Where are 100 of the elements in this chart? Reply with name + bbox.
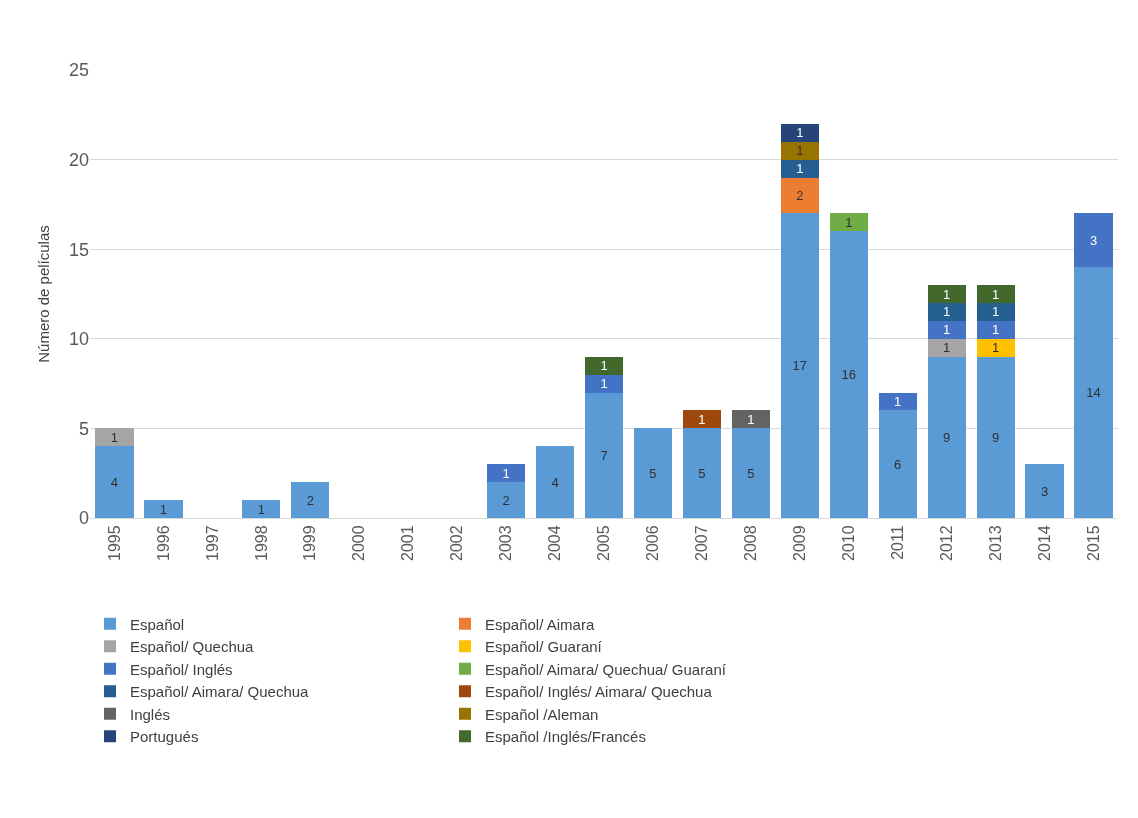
data-label: 1 <box>796 143 804 159</box>
bar <box>927 285 966 303</box>
legend-label: Español <box>130 615 185 633</box>
bar <box>976 320 1015 339</box>
bar <box>487 482 526 518</box>
x-tick-label: 2015 <box>1084 525 1102 561</box>
data-label: 7 <box>600 447 608 463</box>
bar <box>780 177 819 214</box>
bar <box>95 428 134 447</box>
data-label: 4 <box>110 474 119 490</box>
data-label: 1 <box>992 286 1000 302</box>
bar <box>976 356 1015 518</box>
data-label: 1 <box>796 125 804 141</box>
x-tick-label: 2005 <box>595 525 613 561</box>
bar <box>976 338 1015 357</box>
x-tick-label: 2007 <box>693 525 711 561</box>
data-label: 1 <box>943 340 951 356</box>
data-label: 3 <box>1040 483 1049 499</box>
x-tick-label: 2000 <box>350 525 368 561</box>
x-tick-label: 1997 <box>203 525 221 561</box>
data-label: 1 <box>747 411 755 427</box>
bar <box>780 141 819 160</box>
data-label: 1 <box>992 322 1000 338</box>
legend-label: Español/ Inglés <box>130 660 233 678</box>
legend-label: Español/ Guaraní <box>485 638 603 656</box>
bar <box>535 446 575 518</box>
bar <box>927 338 966 357</box>
x-tick-label: 2014 <box>1035 525 1053 561</box>
x-tick-label: 2009 <box>791 525 809 561</box>
legend-label: Español/ Aimara/ Quechua <box>130 683 310 701</box>
data-label: 1 <box>943 304 951 320</box>
data-label: 2 <box>796 187 804 203</box>
bar <box>1074 267 1113 518</box>
bar <box>780 213 819 518</box>
y-tick-label: 15 <box>68 239 89 260</box>
bar <box>144 500 183 518</box>
data-label: 5 <box>649 465 657 481</box>
bar <box>584 374 624 393</box>
data-label: 14 <box>1086 385 1101 401</box>
data-label: 1 <box>257 501 265 517</box>
data-label: 1 <box>845 214 853 230</box>
data-label: 1 <box>110 429 119 445</box>
data-label: 5 <box>698 465 706 481</box>
bar <box>682 410 721 429</box>
data-label: 1 <box>698 411 706 427</box>
bar <box>829 231 868 518</box>
x-tick-label: 2001 <box>399 525 417 561</box>
x-tick-label: 2011 <box>888 525 906 560</box>
data-label: 1 <box>943 286 951 302</box>
bar <box>927 302 966 321</box>
bar <box>633 428 673 518</box>
bar <box>95 446 134 518</box>
bar <box>1025 464 1064 518</box>
bar <box>927 320 966 339</box>
y-tick-label: 25 <box>68 60 89 81</box>
legend-label: Inglés <box>130 705 171 723</box>
y-tick-label: 5 <box>78 418 89 439</box>
data-label: 1 <box>894 394 902 410</box>
y-tick-label: 20 <box>68 149 89 170</box>
x-tick-label: 1996 <box>154 525 172 561</box>
data-label: 16 <box>841 367 856 383</box>
bar <box>780 123 819 142</box>
bar <box>878 392 917 411</box>
y-axis-title: Número de películas <box>35 225 53 363</box>
data-label: 1 <box>600 358 608 374</box>
bar <box>829 213 868 232</box>
bar <box>1074 213 1113 268</box>
data-label: 17 <box>792 358 808 374</box>
x-tick-label: 2010 <box>839 525 857 561</box>
legend-label: Español/ Quechua <box>130 638 255 656</box>
legend-label: Español/ Aimara/ Quechua/ Guaraní <box>485 660 727 678</box>
legend-label: Español/ Aimara <box>485 615 595 633</box>
bar <box>927 356 966 518</box>
x-tick-label: 2004 <box>546 525 564 561</box>
bar <box>584 392 624 518</box>
x-tick-label: 1998 <box>252 525 270 561</box>
y-tick-label: 0 <box>78 508 89 529</box>
x-tick-label: 1995 <box>105 525 123 561</box>
x-tick-label: 2013 <box>986 525 1004 561</box>
y-tick-label: 10 <box>68 329 89 350</box>
bar <box>976 302 1015 321</box>
bar <box>878 410 917 518</box>
bar <box>291 482 330 518</box>
data-label: 1 <box>796 161 804 177</box>
x-tick-label: 2012 <box>937 525 955 561</box>
x-tick-label: 1999 <box>301 525 319 561</box>
data-label: 1 <box>600 376 608 392</box>
legend-label: Portugués <box>130 728 199 746</box>
legend-label: Español /Aleman <box>485 705 599 723</box>
data-label: 1 <box>943 322 951 338</box>
data-label: 5 <box>747 465 755 481</box>
data-label: 2 <box>502 492 510 508</box>
data-label: 3 <box>1089 232 1098 248</box>
data-label: 6 <box>894 456 902 472</box>
bar <box>682 428 721 518</box>
x-tick-label: 2006 <box>644 525 662 561</box>
bar <box>731 428 770 518</box>
data-label: 1 <box>992 304 1000 320</box>
bar <box>242 500 281 518</box>
data-label: 2 <box>306 492 314 508</box>
